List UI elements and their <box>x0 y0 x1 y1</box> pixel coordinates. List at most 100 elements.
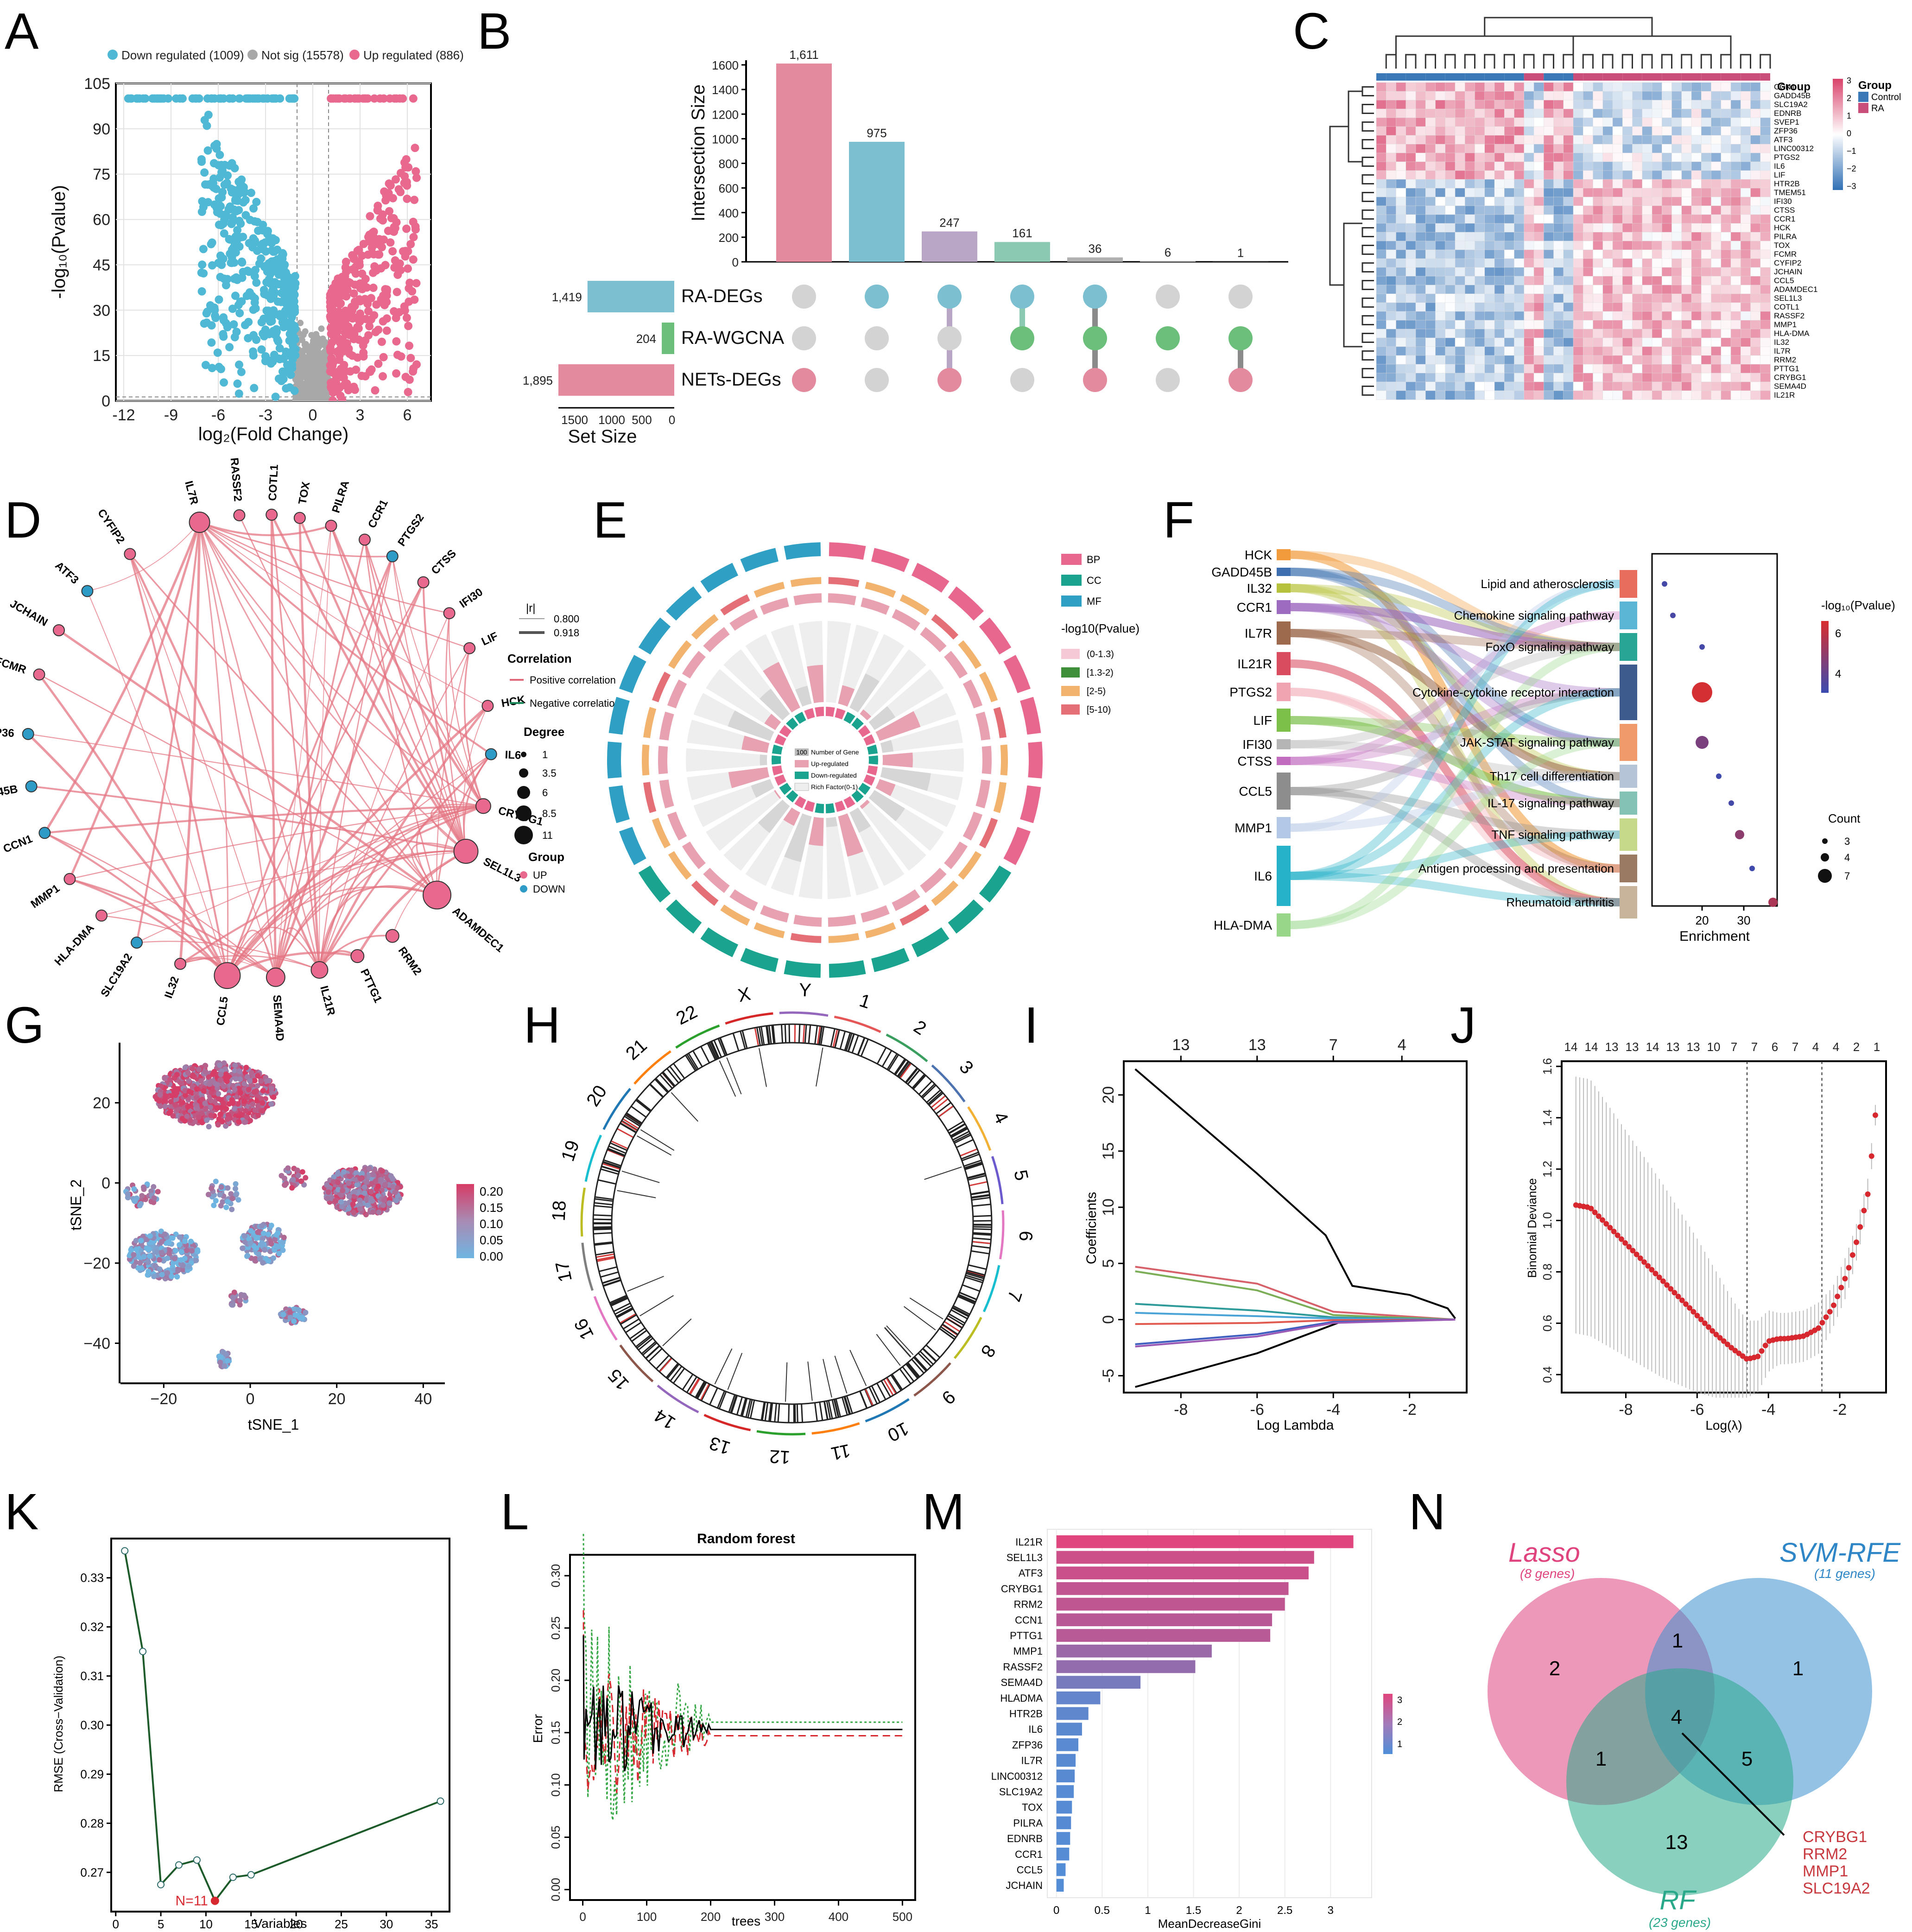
heatmap-cell <box>1544 188 1554 197</box>
point-down <box>226 249 234 258</box>
heatmap-cell <box>1563 152 1574 162</box>
go-count-band <box>828 914 856 927</box>
point-down <box>285 383 294 392</box>
heatmap-cell <box>1445 144 1456 153</box>
heatmap-cell <box>1730 135 1741 145</box>
heatmap-cell <box>1593 241 1603 250</box>
tsne-point <box>180 1267 186 1273</box>
point-up <box>341 317 349 326</box>
heatmap-cell <box>1563 108 1574 118</box>
heatmap-cell <box>1750 196 1761 206</box>
heatmap-cell <box>1406 241 1416 250</box>
heatmap-cell <box>1662 337 1672 347</box>
upset-dot <box>1083 368 1107 392</box>
network-node <box>325 519 337 532</box>
tsne-point <box>186 1078 192 1084</box>
heatmap-cell <box>1622 179 1633 189</box>
heatmap-cell <box>1514 364 1525 374</box>
heatmap-cell <box>1652 214 1662 224</box>
heatmap-cell <box>1622 170 1633 180</box>
heatmap-cell <box>1622 161 1633 171</box>
heatmap-cell <box>1622 117 1633 127</box>
point-up <box>327 329 336 338</box>
heatmap-cell <box>1524 320 1534 329</box>
go-pvalue-band <box>668 640 692 669</box>
tsne-point <box>392 1190 398 1196</box>
degree-dot-5 <box>514 826 533 844</box>
tsne-point <box>162 1103 168 1109</box>
network-edge <box>227 951 358 977</box>
heatmap-cell <box>1632 100 1643 109</box>
heatmap-cell <box>1583 329 1594 338</box>
point-down <box>238 273 247 282</box>
heatmap-cell <box>1593 161 1603 171</box>
heatmap-cell <box>1662 241 1672 250</box>
go-rich-bg <box>706 669 781 730</box>
heatmap-cell <box>1425 355 1436 365</box>
heatmap-cell <box>1445 91 1456 101</box>
heatmap-cell <box>1573 241 1583 250</box>
heatmap-cell <box>1494 267 1505 277</box>
point-up <box>382 285 391 294</box>
tsne-point <box>262 1247 268 1253</box>
tsne-point <box>330 1179 336 1185</box>
heatmap-cell <box>1533 381 1544 391</box>
heatmap-cell <box>1415 214 1426 224</box>
go-term-band <box>638 865 671 903</box>
tsne-point <box>224 1078 230 1084</box>
heatmap-cell <box>1533 100 1544 109</box>
tsne-point <box>146 1259 152 1265</box>
tsne-point <box>151 1195 157 1201</box>
network-edge <box>319 556 393 970</box>
heatmap-cell <box>1465 337 1475 347</box>
tsne-point <box>272 1236 278 1242</box>
heatmap-cell <box>1750 117 1761 127</box>
heatmap-cell <box>1514 214 1525 224</box>
heatmap-cell <box>1484 223 1495 233</box>
heatmap-cell <box>1484 311 1495 321</box>
heatmap-cell <box>1563 337 1574 347</box>
heatmap-cell <box>1671 152 1682 162</box>
sankey-flow <box>1290 740 1620 780</box>
heatmap-cell <box>1730 302 1741 312</box>
heatmap-cell <box>1396 329 1406 338</box>
heatmap-cell <box>1760 179 1771 189</box>
tsne-point <box>225 1199 231 1205</box>
heatmap-cell <box>1435 276 1446 285</box>
sankey-gene-node <box>1277 683 1291 701</box>
heatmap-cell <box>1632 82 1643 92</box>
heatmap-cell <box>1652 126 1662 136</box>
tsne-point <box>151 1273 157 1280</box>
heatmap-cell <box>1701 302 1712 312</box>
heatmap-cell <box>1691 161 1702 171</box>
heatmap-group-cell <box>1711 73 1721 81</box>
heatmap-cell <box>1376 311 1387 321</box>
tsne-point <box>281 1235 287 1241</box>
heatmap-cell <box>1435 258 1446 268</box>
heatmap-cell <box>1563 258 1574 268</box>
heatmap-cell <box>1445 117 1456 127</box>
point-up <box>350 94 359 103</box>
heatmap-cell <box>1533 302 1544 312</box>
heatmap-cell <box>1691 91 1702 101</box>
heatmap-cell <box>1376 302 1387 312</box>
heatmap-cell <box>1711 302 1722 312</box>
heatmap-cell <box>1533 285 1544 294</box>
network-edge <box>199 522 467 852</box>
point-down <box>237 257 246 266</box>
go-rich-bar <box>860 799 870 809</box>
network-edge <box>69 878 277 978</box>
go-rich-bar <box>728 767 770 788</box>
heatmap-cell <box>1691 82 1702 92</box>
heatmap-cell <box>1553 205 1564 215</box>
heatmap-cell <box>1455 249 1465 259</box>
tsne-point <box>352 1189 358 1195</box>
tsne-point <box>158 1103 164 1109</box>
degree-tick-4: 11 <box>542 830 553 841</box>
sankey-flow <box>1290 772 1620 832</box>
heatmap-cell <box>1573 196 1583 206</box>
enrichment-dot <box>1735 830 1744 839</box>
heatmap-cell <box>1504 320 1515 329</box>
heatmap-cell <box>1741 258 1751 268</box>
